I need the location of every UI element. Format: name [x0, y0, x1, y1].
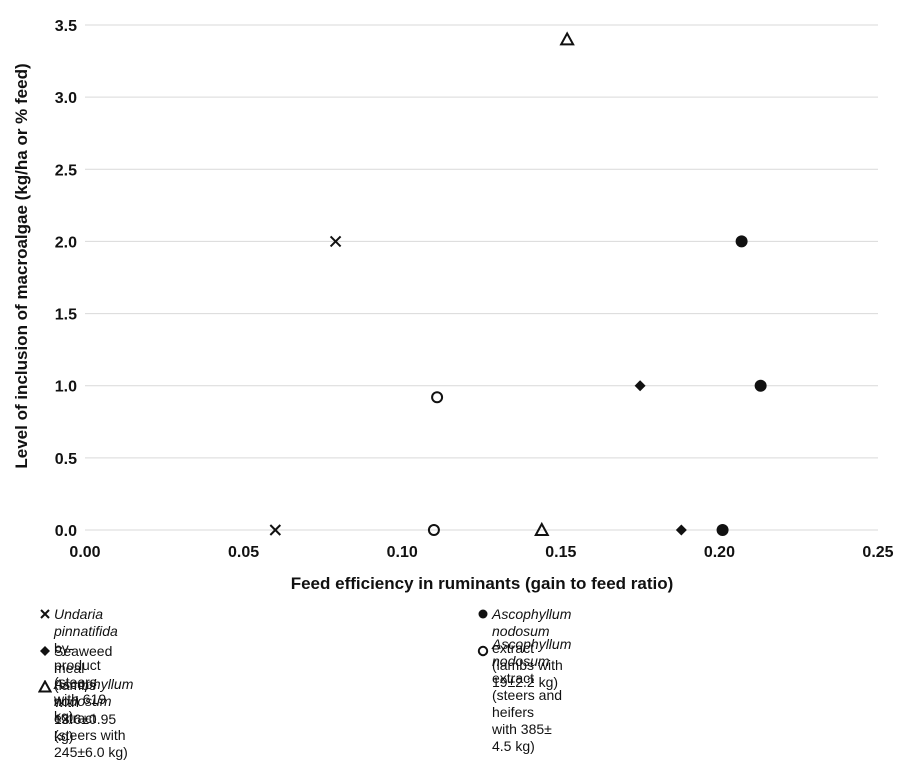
- y-tick-label: 1.5: [55, 307, 77, 324]
- x-marker-icon: [36, 606, 54, 620]
- data-point-x: [329, 235, 342, 248]
- x-tick-label: 0.00: [69, 544, 100, 561]
- open-circle-marker-icon: [474, 636, 492, 657]
- x-axis-title: Feed efficiency in ruminants (gain to fe…: [291, 574, 674, 593]
- legend-label: Ascophyllum nodosum extract (steers and …: [492, 636, 572, 754]
- filled-diamond-marker-icon: [36, 643, 54, 657]
- x-tick-label: 0.10: [387, 544, 418, 561]
- y-tick-label: 2.0: [55, 234, 77, 251]
- legend-item-ascophyllum-steers-heifers: Ascophyllum nodosum extract (steers and …: [474, 636, 571, 755]
- data-point-filled-circle: [735, 235, 748, 248]
- data-point-open-triangle: [559, 31, 575, 46]
- data-points: [269, 31, 767, 536]
- data-point-open-triangle: [534, 521, 550, 536]
- data-point-filled-diamond: [675, 524, 687, 536]
- legend-label: Ascophyllum nodosum extract (lambs with …: [492, 606, 572, 690]
- data-point-x: [269, 524, 282, 536]
- y-tick-label: 2.5: [55, 162, 77, 179]
- tick-labels: 0.0 0.5 1.0 1.5 2.0 2.5 3.0 3.5 0.00 0.05 0.10 0.15…: [55, 18, 894, 561]
- y-tick-label: 0.5: [55, 451, 77, 468]
- y-tick-label: 0.0: [55, 523, 77, 540]
- y-tick-label: 3.0: [55, 90, 77, 107]
- data-point-filled-circle: [716, 524, 729, 536]
- scatter-chart: 0.0 0.5 1.0 1.5 2.0 2.5 3.0 3.5 0.00 0.05 0.10 0.15…: [12, 18, 894, 593]
- legend-label: Ascophyllum nodosum extract (steers with…: [54, 676, 134, 760]
- y-tick-label: 3.5: [55, 18, 77, 35]
- x-tick-label: 0.20: [704, 544, 735, 561]
- legend-item-ascophyllum-lambs: Ascophyllum nodosum extract (lambs with …: [474, 606, 571, 691]
- filled-circle-marker-icon: [474, 606, 492, 620]
- y-axis-title: Level of inclusion of macroalgae (kg/ha …: [12, 63, 31, 468]
- y-tick-label: 1.0: [55, 379, 77, 396]
- data-point-filled-circle: [754, 379, 767, 392]
- x-tick-label: 0.15: [545, 544, 576, 561]
- data-point-filled-diamond: [634, 380, 646, 392]
- x-tick-label: 0.05: [228, 544, 259, 561]
- legend-item-ascophyllum-steers: Ascophyllum nodosum extract (steers with…: [36, 676, 133, 761]
- data-point-open-circle: [427, 524, 440, 536]
- open-triangle-marker-icon: [36, 676, 54, 693]
- gridlines: [85, 24, 878, 531]
- data-point-open-circle: [431, 391, 444, 404]
- x-tick-label: 0.25: [862, 544, 893, 561]
